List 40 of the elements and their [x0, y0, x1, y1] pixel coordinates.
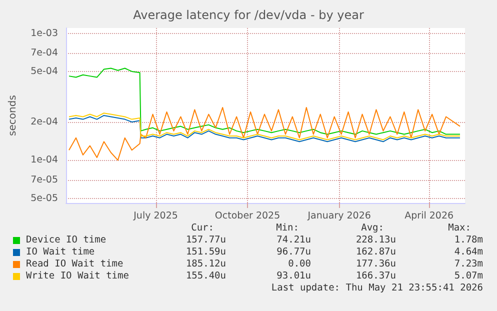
text: 93.01u [276, 270, 311, 282]
text: 7.23m [454, 258, 484, 270]
y-tick-label: 7e-04 [30, 47, 58, 58]
x-tick-label: October 2025 [214, 210, 280, 222]
legend-label: Device IO time [26, 234, 106, 246]
line-series [68, 68, 461, 135]
text: Avg: [361, 222, 384, 234]
text: 1.78m [454, 234, 484, 246]
text: 162.87u [356, 246, 396, 258]
text: 96.77u [276, 246, 311, 258]
text: Cur: [191, 222, 214, 234]
text: Max: [448, 222, 471, 234]
y-axis-title: seconds [8, 95, 18, 136]
text: 74.21u [276, 234, 311, 246]
text: 0.00 [288, 258, 312, 270]
y-tick-label: 1e-04 [30, 154, 58, 166]
chart-title: Average latency for /dev/vda - by year [133, 8, 364, 22]
line-series [68, 107, 461, 161]
text: 151.59u [186, 246, 226, 258]
text: 155.40u [186, 270, 226, 282]
x-tick-label: July 2025 [132, 210, 178, 222]
y-tick-label: 7e-05 [30, 174, 58, 186]
text: 177.36u [356, 258, 396, 270]
x-tick-label: April 2026 [404, 210, 454, 222]
y-tick-label: 2e-04 [30, 116, 58, 128]
text: Last update: Thu May 21 23:55:41 2026 [271, 282, 484, 294]
y-tick-label: 5e-05 [30, 192, 58, 204]
text: 157.77u [186, 234, 226, 246]
y-tick-label: 5e-04 [30, 66, 58, 77]
text: 166.37u [356, 270, 396, 282]
text: 5.07m [454, 270, 484, 282]
text: 4.64m [454, 246, 484, 258]
y-tick-label: 1e-03 [30, 28, 58, 39]
text: 185.12u [186, 258, 226, 270]
legend-label: Write IO Wait time [26, 270, 130, 282]
x-tick-label: January 2026 [306, 210, 371, 222]
legend-label: Read IO Wait time [26, 258, 124, 270]
text: Min: [276, 222, 299, 234]
legend-label: IO Wait time [26, 246, 95, 258]
text: 228.13u [356, 234, 396, 246]
